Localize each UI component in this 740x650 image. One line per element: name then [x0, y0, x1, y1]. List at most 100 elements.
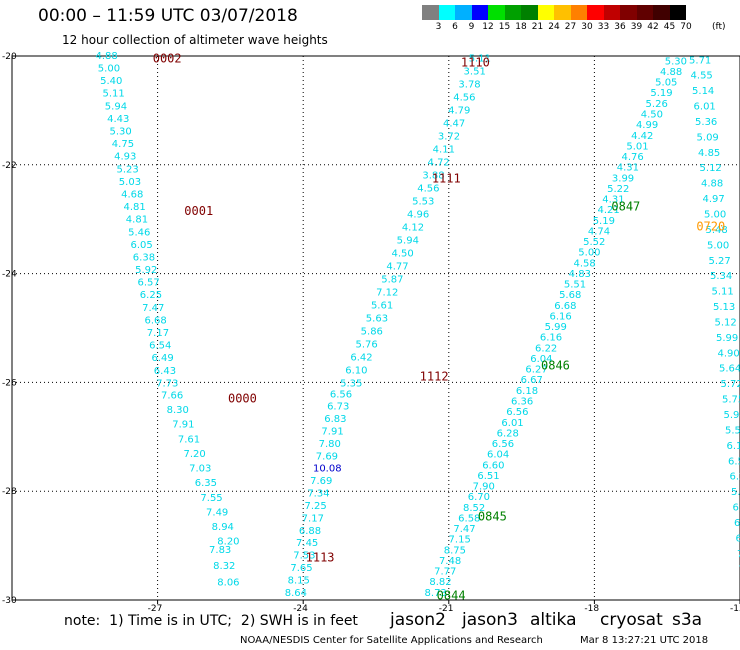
color-scale-swatch — [471, 5, 488, 20]
wave-height-value: 4.74 — [588, 226, 610, 237]
wave-height-value: 5.92 — [135, 265, 157, 276]
wave-height-value: 5.94 — [724, 410, 740, 421]
wave-height-value: 4.83 — [569, 269, 591, 280]
wave-height-value: 6.88 — [299, 526, 321, 537]
wave-height-value: 5.58 — [725, 425, 740, 436]
y-tick-label: -30 — [2, 596, 17, 606]
plot-frame — [11, 55, 740, 601]
wave-height-value: 6.10 — [345, 365, 367, 376]
wave-height-value: 4.56 — [453, 93, 475, 104]
color-scale-legend: (ft) 3 6 9 12 15 18 21 24 27 30 33 36 39 42 45 70 — [422, 5, 732, 32]
y-tick-label: -28 — [2, 487, 17, 497]
wave-height-value: 4.72 — [428, 158, 450, 169]
wave-height-value: 4.12 — [402, 223, 424, 234]
wave-height-value: 7.69 — [310, 476, 332, 487]
wave-height-value: 5.13 — [713, 302, 735, 313]
wave-height-value: 4.97 — [703, 194, 725, 205]
wave-height-value: 5.51 — [564, 280, 586, 291]
pass-label: 0000 — [228, 392, 257, 406]
wave-height-value: 4.85 — [698, 148, 720, 159]
wave-height-value: 4.81 — [123, 202, 145, 213]
color-scale-label: 70 — [680, 22, 692, 32]
wave-height-value: 5.00 — [578, 248, 600, 259]
color-scale-swatch — [620, 5, 637, 20]
color-scale-swatch — [521, 5, 538, 20]
color-scale-label: 9 — [468, 22, 475, 32]
color-scale-label: 6 — [452, 22, 458, 32]
wave-height-value: 5.48 — [706, 225, 728, 236]
wave-height-value: 4.99 — [636, 120, 658, 131]
wave-height-value: 6.16 — [549, 311, 571, 322]
wave-height-value: 7.66 — [161, 390, 183, 401]
x-tick-label: -15 — [730, 604, 740, 614]
wave-height-value: 6.57 — [137, 278, 159, 289]
color-scale-swatch — [455, 5, 472, 20]
wave-height-value: 8.52 — [463, 503, 485, 514]
wave-height-value: 8.32 — [213, 561, 235, 572]
pass-label: 0002 — [153, 52, 182, 66]
satellite-jason2: jason2 — [390, 610, 446, 630]
wave-height-value: 7.47 — [453, 524, 475, 535]
wave-height-value: 5.19 — [593, 216, 615, 227]
wave-height-value: 5.00 — [98, 64, 120, 75]
wave-height-value: 4.81 — [126, 215, 148, 226]
wave-height-value: 4.88 — [701, 179, 723, 190]
color-scale-label: 30 — [581, 22, 593, 32]
y-tick-label: -22 — [2, 161, 17, 171]
wave-height-value: 7.73 — [156, 378, 178, 389]
color-scale-label: 39 — [630, 22, 643, 32]
color-scale-swatch — [636, 5, 653, 20]
wave-height-value: 7.25 — [305, 501, 327, 512]
wave-height-value: 5.11 — [712, 287, 734, 298]
wave-height-value: 6.05 — [130, 240, 152, 251]
wave-height-value: 8.73 — [425, 588, 447, 599]
color-scale-swatch — [669, 5, 686, 20]
wave-height-value: 6.25 — [140, 290, 162, 301]
wave-height-value: 4.31 — [602, 195, 624, 206]
wave-height-value: 6.04 — [487, 450, 509, 461]
wave-height-value: 5.68 — [559, 290, 581, 301]
wave-height-value: 6.56 — [492, 439, 514, 450]
wave-height-value: 4.77 — [386, 261, 408, 272]
wave-height-value: 8.75 — [444, 545, 466, 556]
pass-label: 1113 — [306, 550, 335, 564]
wave-height-value: 6.02 — [733, 503, 740, 514]
wave-height-value: 6.83 — [324, 414, 346, 425]
pass-label: 0720 — [696, 220, 725, 234]
wave-height-value: 6.38 — [133, 252, 155, 263]
wave-height-value: 4.42 — [631, 131, 653, 142]
wave-height-value: 5.19 — [650, 88, 672, 99]
wave-height-value: 7.48 — [439, 556, 461, 567]
wave-height-value: 5.64 — [719, 364, 740, 375]
wave-height-value: 5.22 — [607, 184, 629, 195]
wave-height-value: 6.35 — [195, 478, 217, 489]
wave-height-value: 7.69 — [316, 451, 338, 462]
color-scale-label: 36 — [614, 22, 626, 32]
wave-height-value: 8.15 — [288, 575, 310, 586]
color-scale-label: 18 — [515, 22, 527, 32]
wave-height-value: 7.80 — [319, 439, 341, 450]
wave-height-value: 6.67 — [734, 518, 740, 529]
wave-height-value: 7.90 — [473, 482, 495, 493]
wave-height-value: 7.0 — [737, 549, 740, 560]
color-scale-swatch — [504, 5, 521, 20]
wave-height-value: 3.88 — [422, 171, 444, 182]
wave-height-value: 5.00 — [707, 240, 729, 251]
wave-height-value: 8.82 — [429, 577, 451, 588]
wave-height-value: 5.27 — [709, 256, 731, 267]
wave-height-value: 5.72 — [721, 379, 740, 390]
wave-height-value: 6.27 — [525, 365, 547, 376]
color-scale-swatch — [653, 5, 670, 20]
wave-height-value: 5.05 — [655, 78, 677, 89]
wave-height-value: 5.11 — [102, 89, 124, 100]
color-scale-swatch — [488, 5, 505, 20]
wave-height-value: 7.77 — [434, 567, 456, 578]
satellite-cryosat: cryosat — [600, 610, 663, 630]
wave-height-value: 7.17 — [147, 328, 169, 339]
wave-height-value: 8.30 — [167, 405, 189, 416]
pass-label: 0001 — [184, 204, 213, 218]
wave-height-value: 5.12 — [715, 317, 737, 328]
wave-height-value: 4.55 — [691, 71, 713, 82]
color-scale-swatch — [603, 5, 620, 20]
